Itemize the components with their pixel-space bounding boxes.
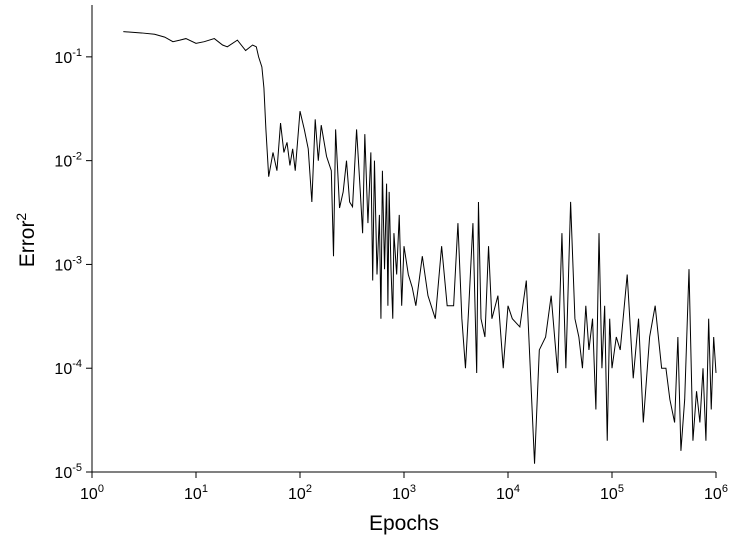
tick-label-exp: 6 [722, 483, 728, 495]
tick-label: 10-3 [54, 254, 82, 274]
y-axis-label-text: Error [16, 221, 39, 268]
tick-label-exp: 4 [514, 483, 520, 495]
data-line [123, 31, 717, 464]
tick-label: 10-4 [54, 358, 82, 378]
tick-label-base: 10 [54, 465, 72, 482]
tick-label: 101 [184, 483, 208, 503]
tick-label: 105 [600, 483, 624, 503]
tick-label-exp: -5 [72, 462, 82, 474]
tick-label-exp: 1 [202, 483, 208, 495]
tick-label-exp: 3 [410, 483, 416, 495]
tick-label-exp: -2 [72, 151, 82, 163]
tick-label-base: 10 [54, 257, 72, 274]
tick-label: 10-2 [54, 151, 82, 171]
tick-label: 106 [704, 483, 728, 503]
tick-label-exp: 2 [306, 483, 312, 495]
tick-label: 104 [496, 483, 520, 503]
tick-label-exp: -4 [72, 358, 82, 370]
tick-label-base: 10 [704, 486, 722, 503]
tick-label: 102 [288, 483, 312, 503]
tick-label-base: 10 [496, 486, 514, 503]
tick-label-base: 10 [288, 486, 306, 503]
tick-label-base: 10 [184, 486, 202, 503]
x-axis-label: Epochs [369, 512, 439, 535]
tick-label-exp: 0 [98, 483, 104, 495]
tick-label: 10-5 [54, 462, 82, 482]
tick-label: 10-1 [54, 47, 82, 67]
tick-label: 100 [80, 483, 104, 503]
y-axis-label: Error2 [13, 213, 39, 268]
tick-label-exp: -1 [72, 47, 82, 59]
tick-label-exp: 5 [618, 483, 624, 495]
tick-label-exp: -3 [72, 254, 82, 266]
tick-label-base: 10 [600, 486, 618, 503]
tick-label-base: 10 [80, 486, 98, 503]
tick-label: 103 [392, 483, 416, 503]
tick-label-base: 10 [54, 50, 72, 67]
tick-label-base: 10 [54, 361, 72, 378]
tick-label-base: 10 [54, 154, 72, 171]
y-axis-label-sup: 2 [13, 213, 29, 221]
tick-label-base: 10 [392, 486, 410, 503]
